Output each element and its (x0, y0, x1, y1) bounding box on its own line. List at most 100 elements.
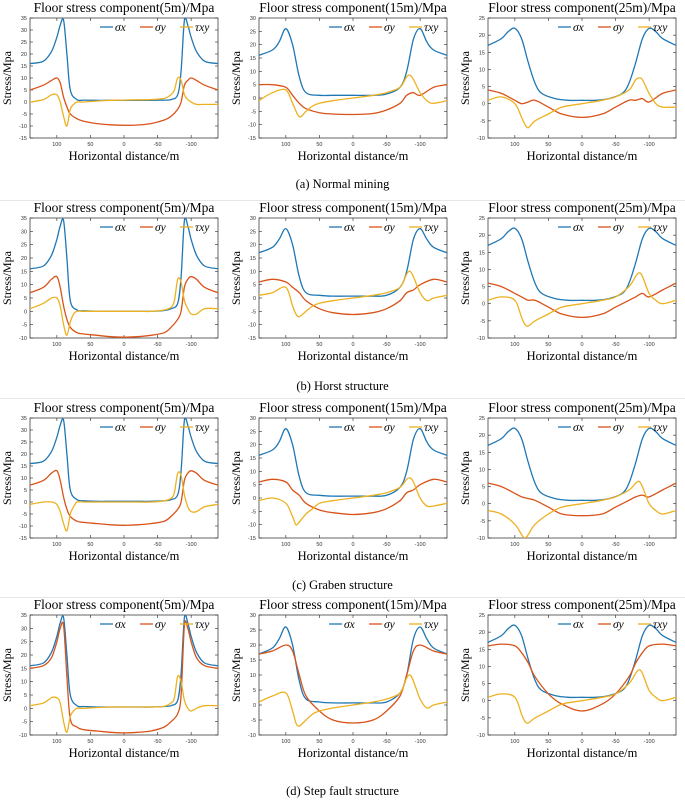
x-axis-label: Horizontal distance/m (298, 746, 409, 760)
legend-label: σy (155, 22, 167, 34)
x-tick-label: -100 (644, 342, 655, 348)
series-line-y (488, 89, 676, 119)
y-tick-label: -5 (22, 720, 27, 726)
legend-item-x: σx (558, 422, 585, 434)
x-tick-label: 0 (351, 542, 354, 548)
y-tick-label: 20 (21, 653, 27, 659)
chart-panel-a-1: Floor stress component(5m)/Mpa-15-10-505… (0, 0, 219, 163)
y-tick-label: 0 (24, 309, 27, 315)
y-tick-label: 10 (250, 673, 256, 679)
x-tick-label: -100 (186, 542, 197, 548)
legend-label: σx (344, 422, 356, 434)
x-tick-label: 50 (316, 342, 322, 348)
y-tick-label: 0 (482, 502, 485, 508)
legend-item-x: σx (100, 222, 127, 234)
y-tick-label: 0 (24, 500, 27, 506)
x-tick-label: -50 (612, 542, 620, 548)
y-tick-label: 15 (21, 269, 27, 275)
series-line-xy (488, 77, 676, 129)
y-axis-label: Stress/Mpa (229, 50, 243, 105)
y-axis-label: Stress/Mpa (229, 450, 243, 505)
y-tick-label: 20 (21, 256, 27, 262)
y-tick-label: 10 (21, 476, 27, 482)
x-tick-label: 100 (281, 739, 290, 745)
y-tick-label: -10 (19, 524, 27, 530)
x-tick-label: 50 (87, 142, 93, 148)
legend-item-xy: τxy (409, 222, 439, 234)
series-line-x (259, 228, 447, 297)
chart-panel-a-2: Floor stress component(15m)/Mpa-15-10-50… (229, 0, 448, 163)
x-tick-label: -100 (186, 342, 197, 348)
x-tick-label: -100 (644, 142, 655, 148)
y-tick-label: 10 (479, 67, 485, 73)
y-axis-label: Stress/Mpa (229, 647, 243, 702)
y-tick-label: 20 (479, 630, 485, 636)
chart-title: Floor stress component(25m)/Mpa (488, 597, 675, 612)
series-line-xy (259, 674, 447, 727)
legend-label: σy (155, 619, 167, 631)
y-tick-label: 35 (21, 416, 27, 422)
y-tick-label: 30 (21, 428, 27, 434)
chart-panel-b-3: Floor stress component(25m)/Mpa-10-50510… (458, 200, 677, 363)
y-tick-label: 15 (250, 456, 256, 462)
y-tick-label: 10 (479, 267, 485, 273)
y-tick-label: 25 (21, 640, 27, 646)
row-divider (0, 398, 685, 399)
x-tick-label: -50 (383, 342, 391, 348)
legend-item-xy: τxy (638, 422, 668, 434)
series-line-x (488, 227, 676, 302)
legend-label: σx (115, 222, 127, 234)
y-tick-label: 5 (253, 688, 256, 694)
legend-item-x: σx (100, 22, 127, 34)
y-axis-label: Stress/Mpa (0, 50, 14, 105)
y-tick-label: 15 (479, 250, 485, 256)
y-axis-label: Stress/Mpa (458, 647, 472, 702)
y-tick-label: 10 (479, 467, 485, 473)
x-tick-label: 0 (580, 142, 583, 148)
x-tick-label: 50 (87, 542, 93, 548)
chart-title: Floor stress component(25m)/Mpa (488, 0, 675, 15)
legend-item-y: σy (598, 222, 625, 234)
x-axis-label: Horizontal distance/m (527, 746, 638, 760)
x-tick-label: 0 (580, 739, 583, 745)
y-tick-label: 20 (250, 43, 256, 49)
legend-label: σy (384, 422, 396, 434)
y-tick-label: 25 (479, 16, 485, 22)
x-tick-label: -100 (415, 142, 426, 148)
legend-item-x: σx (329, 222, 356, 234)
legend-item-xy: τxy (409, 422, 439, 434)
legend-label: σy (384, 222, 396, 234)
y-tick-label: 20 (250, 643, 256, 649)
series-line-y (259, 644, 447, 724)
y-tick-label: 15 (21, 666, 27, 672)
x-tick-label: -50 (154, 739, 162, 745)
x-axis-label: Horizontal distance/m (69, 149, 180, 163)
y-axis-label: Stress/Mpa (458, 50, 472, 105)
y-tick-label: 10 (479, 664, 485, 670)
y-tick-label: -5 (22, 112, 27, 118)
y-tick-label: -5 (22, 323, 27, 329)
legend-label: τxy (195, 222, 210, 234)
figure-caption: (b) Horst structure (296, 379, 389, 393)
series-line-y (488, 643, 676, 712)
chart-title: Floor stress component(5m)/Mpa (34, 597, 215, 612)
y-tick-label: -10 (248, 523, 256, 529)
series-line-xy (30, 76, 218, 127)
legend-item-y: σy (140, 619, 167, 631)
y-tick-label: -15 (248, 336, 256, 342)
legend-label: σy (613, 619, 625, 631)
y-tick-label: -10 (19, 124, 27, 130)
legend-label: σx (573, 619, 585, 631)
chart-panel-b-2: Floor stress component(15m)/Mpa-15-10-50… (229, 200, 448, 363)
y-tick-label: 5 (482, 85, 485, 91)
series-line-y (30, 77, 218, 126)
x-tick-label: -50 (612, 142, 620, 148)
legend-item-xy: τxy (638, 222, 668, 234)
legend-item-y: σy (598, 619, 625, 631)
legend-item-y: σy (140, 222, 167, 234)
y-tick-label: 10 (250, 269, 256, 275)
x-axis-label: Horizontal distance/m (69, 746, 180, 760)
legend-item-y: σy (598, 22, 625, 34)
y-tick-label: 15 (250, 658, 256, 664)
chart-title: Floor stress component(5m)/Mpa (34, 400, 215, 415)
